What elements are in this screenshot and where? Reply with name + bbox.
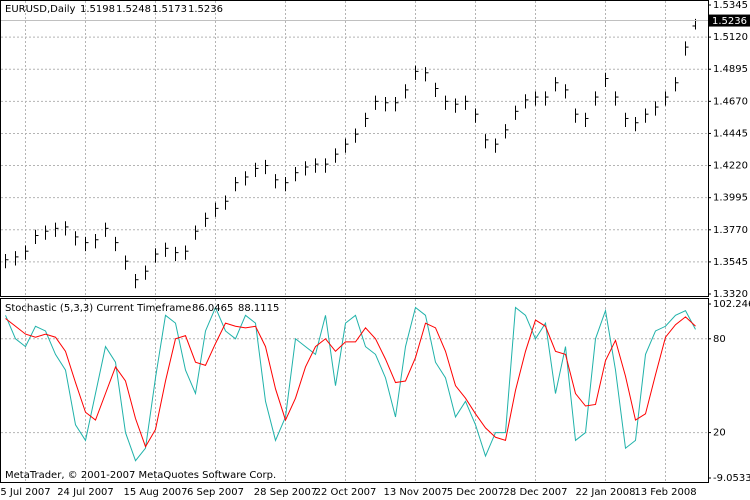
y-tick-label: 1.4445 [713, 128, 748, 139]
marks [1, 18, 708, 462]
y-tick-label: 1.3545 [713, 257, 748, 268]
header-close: 1.5236 [188, 4, 223, 15]
labels: EURUSD,Daily 1.5198 1.5248 1.5173 1.5236… [0, 4, 696, 498]
x-tick-label: 22 Jan 2008 [576, 487, 636, 498]
header-low: 1.5173 [152, 4, 187, 15]
x-tick-label: 28 Dec 2007 [504, 487, 568, 498]
y-tick-label: 1.3995 [713, 193, 748, 204]
current-price-box [709, 14, 750, 27]
y-tick-label: 20 [713, 428, 726, 439]
symbol-title: EURUSD,Daily [5, 4, 76, 15]
x-tick-label: 13 Feb 2008 [634, 487, 696, 498]
x-tick-label: 22 Oct 2007 [315, 487, 377, 498]
x-tick-label: 28 Sep 2007 [254, 487, 317, 498]
price-panel-frame [0, 0, 709, 297]
y-tick-label: 1.3770 [713, 225, 748, 236]
x-tick-label: 5 Jul 2007 [0, 487, 50, 498]
x-tick-label: 24 Jul 2007 [57, 487, 114, 498]
grid [1, 1, 708, 482]
x-tick-label: 13 Nov 2007 [383, 487, 447, 498]
y-tick-label: 1.4220 [713, 161, 748, 172]
x-tick-label: 5 Dec 2007 [447, 487, 505, 498]
y-tick-label: 1.4895 [713, 64, 748, 75]
y-tick-label: 1.4670 [713, 96, 748, 107]
y-tick-label: 1.3320 [713, 289, 748, 300]
header-high: 1.5248 [116, 4, 151, 15]
y-tick-label: 102.2464 [713, 299, 750, 310]
y-tick-label: 1.5345 [713, 0, 748, 11]
stochastic-line [5, 306, 696, 462]
stochastic-signal-value: 88.1115 [238, 303, 279, 314]
stochastic-title: Stochastic (5,3,3) Current Timeframe [5, 303, 191, 314]
stochastic-panel-frame [0, 298, 709, 483]
stochastic-line [5, 316, 696, 448]
stochastic-main-value: 86.0465 [192, 303, 233, 314]
y-tick-label: -9.0533 [713, 473, 750, 484]
copyright: MetaTrader, © 2001-2007 MetaQuotes Softw… [5, 470, 276, 481]
x-tick-label: 15 Aug 2007 [123, 487, 187, 498]
header-open: 1.5198 [80, 4, 115, 15]
y-tick-label: 1.5120 [713, 32, 748, 43]
x-tick-label: 6 Sep 2007 [187, 487, 244, 498]
current-price-label: 1.5236 [712, 16, 747, 27]
y-tick-label: 80 [713, 334, 726, 345]
